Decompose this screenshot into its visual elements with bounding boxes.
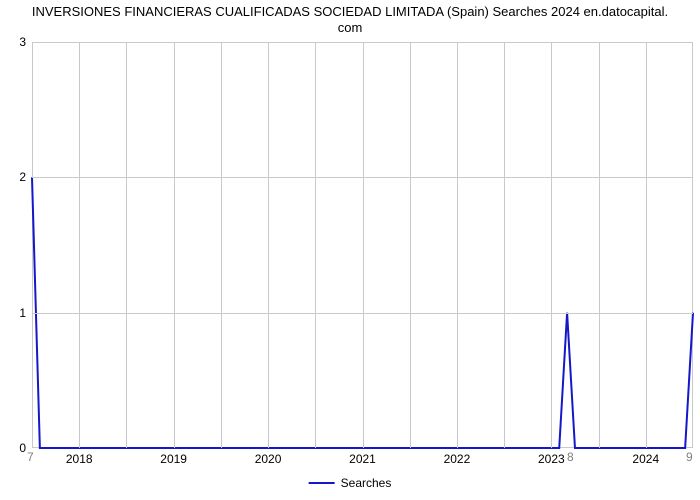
grid-line-v	[504, 42, 505, 448]
legend: Searches	[309, 476, 392, 490]
corner-badge: 9	[686, 450, 693, 464]
x-tick-label: 2019	[160, 452, 187, 466]
grid-line-v	[174, 42, 175, 448]
legend-swatch	[309, 482, 335, 484]
grid-line-v	[268, 42, 269, 448]
x-tick-label: 2023	[538, 452, 565, 466]
grid-line-v	[599, 42, 600, 448]
y-tick-label: 0	[19, 441, 26, 455]
grid-line-v	[79, 42, 80, 448]
chart-title-line2: com	[338, 20, 363, 35]
grid-line-v	[315, 42, 316, 448]
grid-line-v	[457, 42, 458, 448]
grid-line-v	[646, 42, 647, 448]
x-tick-label: 2020	[255, 452, 282, 466]
grid-line-v	[551, 42, 552, 448]
grid-line-v	[410, 42, 411, 448]
plot-area: 01232018201920202021202220232024	[32, 42, 693, 448]
grid-line-v	[126, 42, 127, 448]
corner-badge: 7	[27, 450, 34, 464]
chart-title: INVERSIONES FINANCIERAS CUALIFICADAS SOC…	[0, 4, 700, 37]
y-tick-label: 3	[19, 35, 26, 49]
x-tick-label: 2024	[632, 452, 659, 466]
x-tick-label: 2021	[349, 452, 376, 466]
grid-line-v	[221, 42, 222, 448]
y-tick-label: 2	[19, 170, 26, 184]
corner-badge: 8	[567, 450, 574, 464]
y-tick-label: 1	[19, 306, 26, 320]
x-tick-label: 2022	[444, 452, 471, 466]
chart-title-line1: INVERSIONES FINANCIERAS CUALIFICADAS SOC…	[32, 4, 668, 19]
grid-line-v	[363, 42, 364, 448]
x-tick-label: 2018	[66, 452, 93, 466]
legend-label: Searches	[341, 476, 392, 490]
